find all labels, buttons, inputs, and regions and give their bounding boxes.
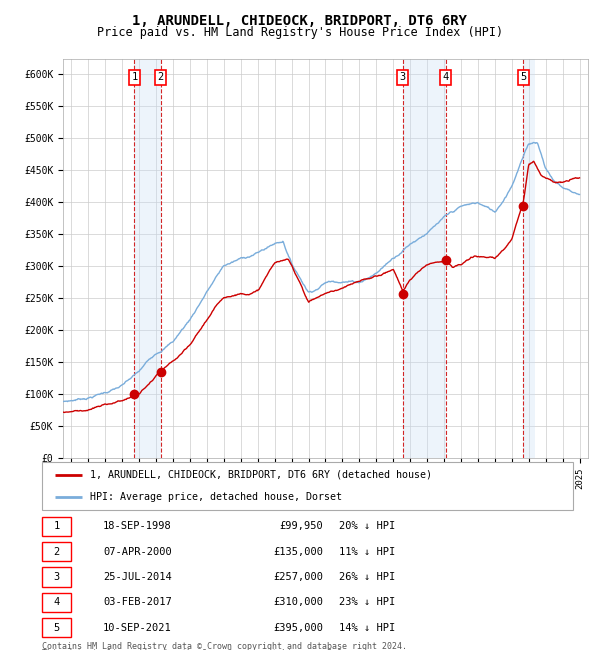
Text: 23% ↓ HPI: 23% ↓ HPI bbox=[340, 597, 395, 607]
Bar bbox=[523, 58, 535, 458]
Text: £310,000: £310,000 bbox=[274, 597, 323, 607]
Text: 25-JUL-2014: 25-JUL-2014 bbox=[103, 572, 172, 582]
Text: This data is licensed under the Open Government Licence v3.0.: This data is licensed under the Open Gov… bbox=[42, 649, 347, 650]
Text: 1, ARUNDELL, CHIDEOCK, BRIDPORT, DT6 6RY (detached house): 1, ARUNDELL, CHIDEOCK, BRIDPORT, DT6 6RY… bbox=[90, 470, 432, 480]
Text: 14% ↓ HPI: 14% ↓ HPI bbox=[340, 623, 395, 632]
FancyBboxPatch shape bbox=[42, 542, 71, 561]
Text: 1, ARUNDELL, CHIDEOCK, BRIDPORT, DT6 6RY: 1, ARUNDELL, CHIDEOCK, BRIDPORT, DT6 6RY bbox=[133, 14, 467, 29]
Bar bbox=[403, 58, 446, 458]
Text: £257,000: £257,000 bbox=[274, 572, 323, 582]
Text: Contains HM Land Registry data © Crown copyright and database right 2024.: Contains HM Land Registry data © Crown c… bbox=[42, 642, 407, 650]
Text: 1: 1 bbox=[131, 73, 137, 83]
Text: 5: 5 bbox=[53, 623, 60, 632]
Text: Price paid vs. HM Land Registry's House Price Index (HPI): Price paid vs. HM Land Registry's House … bbox=[97, 26, 503, 39]
Text: 11% ↓ HPI: 11% ↓ HPI bbox=[340, 547, 395, 556]
Text: 18-SEP-1998: 18-SEP-1998 bbox=[103, 521, 172, 531]
Text: £395,000: £395,000 bbox=[274, 623, 323, 632]
Text: HPI: Average price, detached house, Dorset: HPI: Average price, detached house, Dors… bbox=[90, 492, 342, 502]
FancyBboxPatch shape bbox=[42, 517, 71, 536]
Text: 4: 4 bbox=[442, 73, 449, 83]
FancyBboxPatch shape bbox=[42, 462, 573, 510]
FancyBboxPatch shape bbox=[42, 567, 71, 586]
FancyBboxPatch shape bbox=[42, 618, 71, 637]
Text: 4: 4 bbox=[53, 597, 60, 607]
Text: 3: 3 bbox=[53, 572, 60, 582]
Text: 03-FEB-2017: 03-FEB-2017 bbox=[103, 597, 172, 607]
Text: £99,950: £99,950 bbox=[280, 521, 323, 531]
Text: 1: 1 bbox=[53, 521, 60, 531]
Text: 2: 2 bbox=[53, 547, 60, 556]
Text: £135,000: £135,000 bbox=[274, 547, 323, 556]
Text: 10-SEP-2021: 10-SEP-2021 bbox=[103, 623, 172, 632]
Bar bbox=[134, 58, 161, 458]
Text: 3: 3 bbox=[400, 73, 406, 83]
Text: 26% ↓ HPI: 26% ↓ HPI bbox=[340, 572, 395, 582]
Text: 07-APR-2000: 07-APR-2000 bbox=[103, 547, 172, 556]
Text: 20% ↓ HPI: 20% ↓ HPI bbox=[340, 521, 395, 531]
FancyBboxPatch shape bbox=[42, 593, 71, 612]
Text: 5: 5 bbox=[520, 73, 527, 83]
Text: 2: 2 bbox=[158, 73, 164, 83]
